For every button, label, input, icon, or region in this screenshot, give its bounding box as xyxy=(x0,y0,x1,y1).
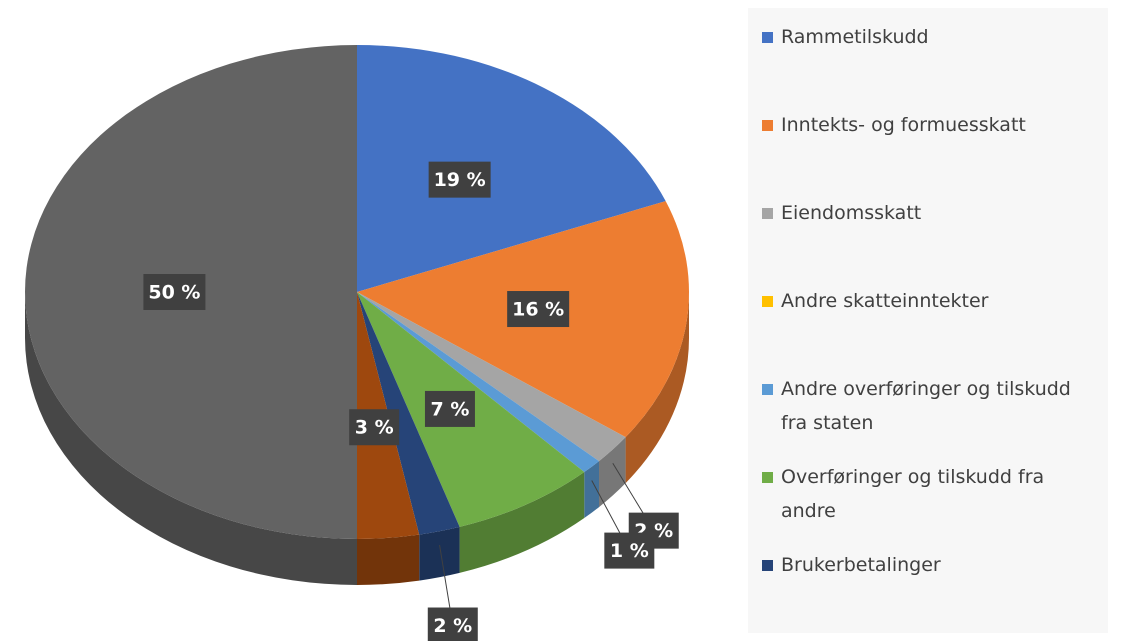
legend-item: Andre skatteinntekter xyxy=(762,284,1092,318)
legend-swatch xyxy=(762,560,773,571)
legend-swatch xyxy=(762,296,773,307)
value-label-box xyxy=(427,607,478,641)
legend-label: Brukerbetalinger xyxy=(781,554,941,576)
value-label: 19 % xyxy=(434,169,486,191)
legend: Rammetilskudd Inntekts- og formuesskatt Ei… xyxy=(748,8,1108,633)
pie-side xyxy=(419,526,460,581)
legend-label: Andre skatteinntekter xyxy=(781,290,989,312)
legend-swatch xyxy=(762,472,773,483)
value-label: 1 % xyxy=(610,540,649,562)
value-label: 7 % xyxy=(431,398,470,420)
value-label-box xyxy=(604,532,655,569)
pie-slice xyxy=(357,292,626,462)
legend-label: Rammetilskudd xyxy=(781,26,929,48)
pie-side xyxy=(584,461,600,519)
legend-item: Andre overføringer og tilskudd fra state… xyxy=(762,372,1092,440)
value-label: 3 % xyxy=(355,417,394,439)
legend-swatch xyxy=(762,120,773,131)
legend-swatch xyxy=(762,32,773,43)
chart: 19 %16 %2 %1 %7 %2 %3 %50 % xyxy=(25,45,690,641)
legend-item: Overføringer og tilskudd fra andre xyxy=(762,460,1092,528)
value-label: 16 % xyxy=(512,299,564,321)
pie-side xyxy=(599,437,626,508)
pie-tops xyxy=(25,45,690,539)
pie-sides xyxy=(25,292,689,585)
value-label-box xyxy=(143,274,206,310)
value-label-box xyxy=(507,291,570,328)
pie-slice xyxy=(357,292,460,535)
pie-slice xyxy=(357,45,666,292)
value-label: 50 % xyxy=(148,282,200,304)
legend-label: Eiendomsskatt xyxy=(781,202,922,224)
legend-swatch xyxy=(762,208,773,219)
legend-item: Rammetilskudd xyxy=(762,20,1092,54)
pie-slice xyxy=(357,292,600,473)
legend-item: Brukerbetalinger xyxy=(762,548,1092,582)
legend-label: Overføringer og tilskudd fra andre xyxy=(781,466,1045,522)
legend-swatch xyxy=(762,384,773,395)
pie-side xyxy=(625,292,689,484)
value-label-box xyxy=(349,409,400,446)
pie-side xyxy=(25,292,357,585)
value-label-box xyxy=(428,161,491,198)
legend-item: Inntekts- og formuesskatt xyxy=(762,108,1092,142)
legend-label: Inntekts- og formuesskatt xyxy=(781,114,1026,136)
pie-side xyxy=(459,472,585,573)
legend-item: Eiendomsskatt xyxy=(762,196,1092,230)
pie-side xyxy=(357,534,420,585)
legend-label: Andre overføringer og tilskudd fra state… xyxy=(781,378,1071,434)
value-label-box xyxy=(424,390,475,427)
value-label: 2 % xyxy=(433,615,472,637)
